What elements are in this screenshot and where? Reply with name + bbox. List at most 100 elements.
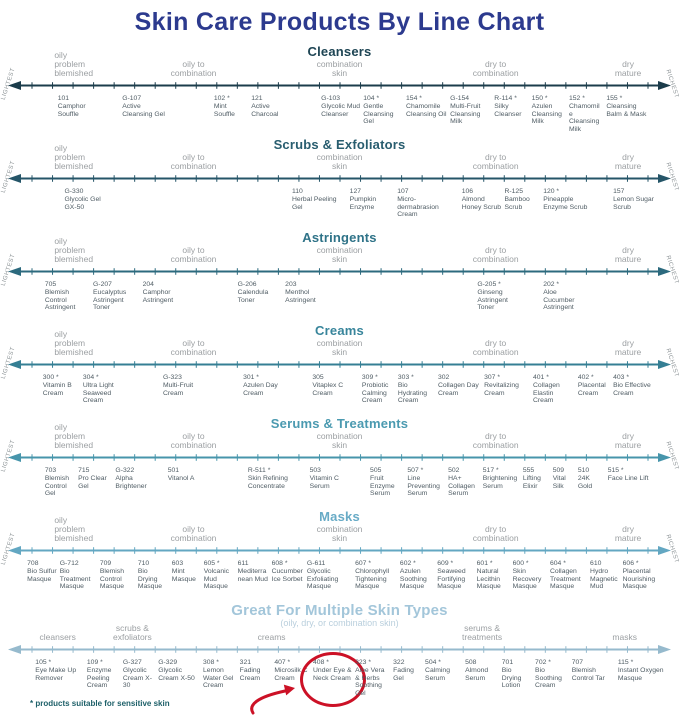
product-code: 607 *: [355, 560, 371, 567]
product-307: 307 * Revitalizing Cream: [484, 374, 530, 397]
zone-label: oily to combination: [170, 431, 217, 450]
product-407: 407 * Microsilk C Cream: [274, 659, 310, 682]
product-610: 610 Hydro Magnetic Mud: [590, 560, 620, 591]
product-code: 155 *: [606, 95, 623, 102]
zone-label: oily problem blemished: [54, 50, 94, 78]
zone-label: dry to combination: [472, 152, 519, 171]
axis-zone-labels: cleansers scrubs & exfoliators creams serums…: [0, 601, 679, 642]
product-code: 603: [171, 560, 184, 567]
product-name: Menthol Astringent: [285, 288, 316, 304]
product-707: 707 Blemish Control Tar: [572, 659, 615, 682]
band-head: Masks oily problem blemished oily to combina…: [0, 508, 679, 544]
product-name: Pumpkin Enzyme: [349, 195, 377, 211]
product-308: 308 * Lemon Water Gel Cream: [203, 659, 237, 690]
product-611: 611 Mediterranean Mud: [238, 560, 269, 583]
product-702: 702 * Bio Soothing Cream: [535, 659, 569, 690]
product-115: 115 * Instant Oxygen Masque: [618, 659, 664, 682]
product-G-205: G-205 * Ginseng Astringent Toner: [477, 281, 523, 312]
product-name: Azulen Cleansing Milk: [531, 102, 562, 126]
product-name: Bio Sulfur Masque: [27, 567, 57, 583]
product-501: 501 Vitanol A: [168, 467, 214, 483]
section-title: Astringents: [302, 230, 377, 245]
product-name: Pineapple Enzyme Scrub: [543, 195, 588, 211]
product-code: 708: [27, 560, 39, 567]
product-601: 601 * Natural Lecithin Masque: [477, 560, 510, 591]
product-code: 515 *: [607, 467, 624, 474]
product-321: 321 Fading Cream: [240, 659, 272, 682]
product-name: Collagen Treatment Masque: [549, 567, 581, 591]
product-G-206: G-206 Calendula Toner: [238, 281, 283, 304]
product-608: 608 * Cucumber Ice Sorbet: [272, 560, 304, 583]
product-509: 509 Vital Silk: [553, 467, 575, 490]
product-code: 601 *: [476, 560, 493, 567]
zone-label: dry to combination: [472, 245, 519, 264]
product-name: Calming Serum: [425, 666, 450, 682]
product-101: 101 Camphor Souffle: [58, 95, 104, 118]
zone-label: dry mature: [614, 152, 642, 171]
product-name: Chamomile Cleansing Milk: [569, 102, 600, 134]
product-name: Pro Clear Gel: [78, 474, 107, 490]
product-code: 504 *: [425, 659, 441, 666]
band-head: Scrubs & Exfoliators oily problem blemishe…: [0, 136, 679, 172]
product-127: 127 Pumpkin Enzyme: [350, 188, 395, 211]
product-154: 154 * Chamomile Cleansing Oil: [406, 95, 447, 118]
product-name: Active Cleansing Gel: [122, 102, 165, 118]
product-code: 555: [522, 467, 535, 474]
product-name: Herbal Peeling Gel: [291, 195, 337, 211]
product-code: G-205 *: [477, 281, 501, 288]
product-code: 507 *: [407, 467, 424, 474]
product-code: 203: [285, 281, 297, 288]
product-name: Ginseng Astringent Toner: [477, 288, 508, 312]
product-name: Active Charcoal: [251, 102, 279, 118]
section-title: Great For Multiple Skin Types: [231, 602, 448, 619]
product-408: 408 * Under Eye & Neck Cream: [300, 652, 367, 707]
zone-label: oily problem blemished: [54, 422, 94, 450]
product-code: 120 *: [543, 188, 560, 195]
product-name: Bio Drying Lotion: [501, 666, 522, 690]
product-G-329: G-329 Glycolic Cream X-50: [158, 659, 200, 682]
zone-label: combination skin: [316, 245, 363, 264]
product-name: Blemish Control Masque: [99, 567, 124, 591]
product-name: Mediterranean Mud: [237, 567, 268, 583]
product-606: 606 * Placental Nourishing Masque: [623, 560, 669, 591]
product-name: Microsilk C Cream: [274, 666, 308, 682]
product-609: 609 * Seaweed Fortifying Masque: [437, 560, 473, 591]
section-title: Masks: [319, 509, 360, 524]
product-code: R-511 *: [247, 467, 271, 474]
band-head: Cleansers oily problem blemished oily to com…: [0, 43, 679, 79]
product-name: Camphor Souffle: [57, 102, 86, 118]
axis-zone-labels: oily problem blemished oily to combination co…: [0, 136, 679, 171]
zone-label: dry to combination: [472, 524, 519, 543]
products-row: G-330 Glycolic Gel GX-50 110 Herbal Peeling…: [0, 185, 679, 229]
product-code: 105 *: [35, 659, 52, 666]
zone-label: dry to combination: [472, 431, 519, 450]
product-name: Hydro Magnetic Mud: [590, 567, 618, 591]
product-102: 102 * Mint Souffle: [214, 95, 248, 118]
product-name: Face Line Lift: [607, 474, 649, 482]
product-517: 517 * Brightening Serum: [483, 467, 520, 490]
product-code: 610: [590, 560, 602, 567]
product-name: Glycolic Cream X-30: [122, 666, 152, 690]
products-row: 101 Camphor Souffle G-107 Active Cleansing …: [0, 92, 679, 136]
axis-row: LIGHTEST RICHEST: [0, 253, 679, 287]
product-name: Bio Treatment Masque: [59, 567, 91, 591]
axis-row: LIGHTEST RICHEST: [0, 67, 679, 101]
annotation-arrow-icon: [250, 684, 295, 715]
product-105: 105 * Eye Make Up Remover: [35, 659, 81, 682]
product-304: 304 * Ultra Light Seaweed Cream: [83, 374, 129, 405]
section-astringents: Astringents oily problem blemished oily to c…: [0, 229, 679, 322]
product-code: 600 *: [512, 560, 529, 567]
zone-label: serums & treatments: [462, 623, 503, 642]
product-code: 109 *: [86, 659, 103, 666]
product-name: Glycolic Exfoliating Masque: [306, 567, 339, 591]
section-subtitle: (oily, dry, or combination skin): [280, 618, 399, 628]
product-107: 107 Micro-dermabrasion Cream: [397, 188, 443, 219]
product-121: 121 Active Charcoal: [251, 95, 297, 118]
product-code: 121: [251, 95, 263, 102]
product-202: 202 * Aloe Cucumber Astringent: [543, 281, 589, 312]
zone-label: combination skin: [316, 338, 363, 357]
product-703: 703 Blemish Control Gel: [45, 467, 75, 498]
product-R-114: R-114 * Silky Cleanser: [494, 95, 528, 118]
product-code: G-207: [93, 281, 112, 288]
zone-label: masks: [612, 632, 637, 642]
